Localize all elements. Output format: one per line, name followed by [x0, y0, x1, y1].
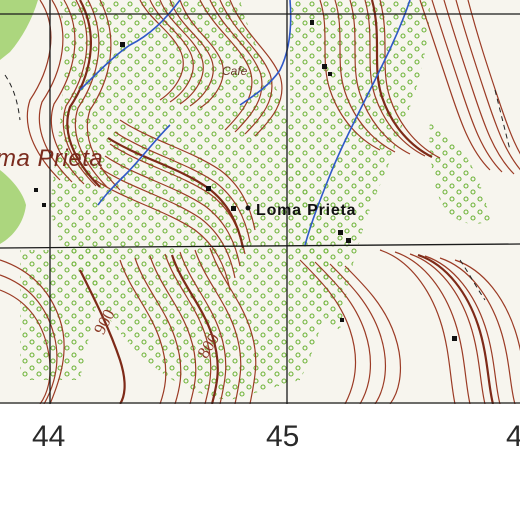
place-label-loma-prieta-region: ma Prieta — [0, 145, 104, 172]
streams — [79, 0, 411, 246]
vegetation-area — [429, 120, 490, 224]
forest-patch — [0, 0, 38, 60]
place-label-cafe: Cafe — [222, 64, 248, 78]
grid-easting-label: 44 — [32, 420, 66, 453]
vegetation-area — [290, 0, 430, 330]
grid-easting-label: 45 — [266, 420, 300, 453]
grid-easting-label: 4 — [506, 420, 520, 453]
topographic-map[interactable]: ma Prieta Loma Prieta Cafe 900 800 — [0, 0, 520, 404]
grid-lines — [0, 0, 520, 404]
map-canvas — [0, 0, 520, 404]
contour-lines — [0, 0, 520, 404]
building-markers — [34, 20, 457, 341]
summit-marker — [245, 205, 251, 211]
place-label-loma-prieta-peak: Loma Prieta — [256, 202, 357, 219]
trails — [4, 74, 511, 301]
vegetation-area — [20, 250, 110, 380]
forest-patch — [0, 170, 26, 244]
vegetation-area — [50, 0, 330, 400]
